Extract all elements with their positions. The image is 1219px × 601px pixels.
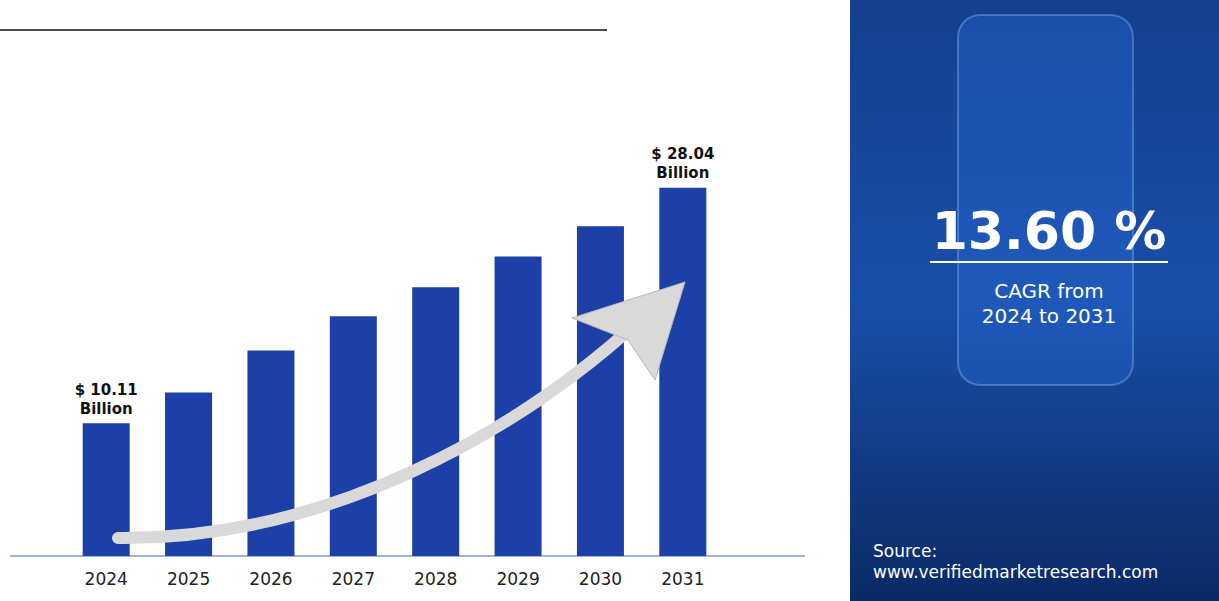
svg-text:2025: 2025	[167, 569, 210, 589]
svg-text:CAGR from: CAGR from	[994, 279, 1104, 303]
svg-text:$ 28.04: $ 28.04	[651, 145, 714, 163]
svg-text:2031: 2031	[661, 569, 704, 589]
svg-text:www.verifiedmarketresearch.com: www.verifiedmarketresearch.com	[873, 562, 1158, 582]
svg-text:2029: 2029	[496, 569, 539, 589]
svg-text:2028: 2028	[414, 569, 457, 589]
svg-text:2030: 2030	[579, 569, 622, 589]
svg-text:Source:: Source:	[873, 541, 937, 561]
svg-text:2026: 2026	[249, 569, 292, 589]
svg-text:2027: 2027	[332, 569, 375, 589]
svg-text:2024 to 2031: 2024 to 2031	[982, 304, 1117, 328]
svg-text:2024: 2024	[85, 569, 128, 589]
svg-text:$ 10.11: $ 10.11	[75, 381, 138, 399]
svg-text:Billion: Billion	[656, 164, 709, 182]
svg-text:Billion: Billion	[80, 400, 133, 418]
svg-text:13.60 %: 13.60 %	[932, 201, 1167, 261]
